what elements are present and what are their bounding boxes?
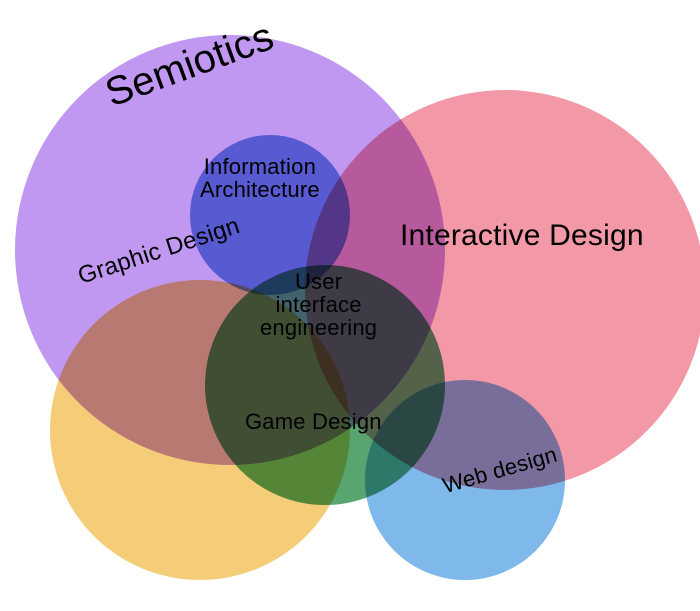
lbl_interactive: Interactive Design bbox=[400, 220, 644, 252]
lbl_infoarch: Information Architecture bbox=[200, 155, 320, 201]
lbl_uie: User interface engineering bbox=[260, 270, 377, 339]
venn-diagram: SemioticsInteractive DesignGraphic Desig… bbox=[0, 0, 700, 611]
lbl_game: Game Design bbox=[245, 410, 382, 433]
